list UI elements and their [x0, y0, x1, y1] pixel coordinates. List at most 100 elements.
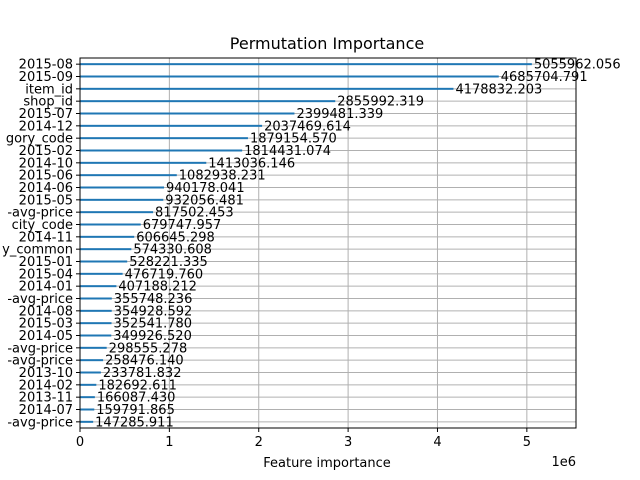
y-tick-label: 2013-10: [19, 366, 73, 381]
y-tick-label: 2015-02: [19, 144, 73, 159]
value-label: 1814431.074: [244, 144, 331, 159]
y-tick-label: item_id: [25, 82, 73, 97]
value-label: 298555.278: [109, 341, 188, 356]
bar: [80, 420, 94, 423]
value-label: 355748.236: [114, 292, 193, 307]
bar: [80, 408, 95, 411]
value-label: 2855992.319: [337, 95, 424, 110]
y-tick-label: -avg-price: [7, 354, 73, 369]
value-label: 932056.481: [165, 193, 244, 208]
bar: [80, 322, 112, 325]
y-tick-label: y_common: [2, 243, 73, 258]
value-label: 4178832.203: [455, 82, 542, 97]
y-tick-label: 2015-04: [19, 267, 73, 282]
bar: [80, 334, 112, 337]
y-tick-label: 2014-08: [19, 304, 73, 319]
bar: [80, 198, 164, 201]
value-label: 940178.041: [166, 181, 245, 196]
y-tick-label: 2014-10: [19, 156, 73, 171]
y-tick-label: 2014-05: [19, 329, 73, 344]
y-tick-label: 2013-11: [19, 391, 73, 406]
value-label: 4685704.791: [501, 70, 588, 85]
value-label: 1879154.570: [250, 132, 337, 147]
y-tick-label: 2015-03: [19, 317, 73, 332]
bar: [80, 235, 135, 238]
x-axis-ticks: 0 1 2 3 4 5: [76, 428, 531, 450]
value-label: 574330.608: [133, 243, 212, 258]
y-tick-label: -avg-price: [7, 341, 73, 356]
bar: [80, 161, 207, 164]
value-label: 258476.140: [105, 354, 184, 369]
y-tick-label: gory_code: [6, 132, 73, 147]
bar: [80, 87, 454, 90]
y-tick-label: 2014-01: [19, 280, 73, 295]
y-tick-label: 2014-12: [19, 119, 73, 134]
y-axis-ticks: 2015-082015-09item_idshop_id2015-072014-…: [2, 58, 80, 430]
y-tick-label: 2015-07: [19, 107, 73, 122]
y-tick-label: 2015-05: [19, 193, 73, 208]
value-label: 233781.832: [103, 366, 182, 381]
bar: [80, 124, 263, 127]
chart-title: Permutation Importance: [230, 34, 424, 53]
y-tick-label: -avg-price: [7, 206, 73, 221]
bar: [80, 186, 165, 189]
x-tick-label: 4: [433, 435, 441, 450]
y-tick-label: 2014-06: [19, 181, 73, 196]
bar: [80, 371, 101, 374]
x-tick-label: 0: [76, 435, 84, 450]
y-tick-label: 2015-06: [19, 169, 73, 184]
y-tick-label: -avg-price: [7, 415, 73, 430]
plot-frame: [79, 57, 577, 429]
value-label: 2399481.339: [296, 107, 383, 122]
y-tick-label: 2014-02: [19, 378, 73, 393]
bar: [80, 149, 243, 152]
x-axis-label: Feature importance: [263, 456, 391, 471]
y-tick-label: 2014-11: [19, 230, 73, 245]
value-label: 182692.611: [98, 378, 177, 393]
bar: [80, 174, 177, 177]
bar: [80, 309, 112, 312]
bar: [80, 63, 532, 66]
y-tick-label: -avg-price: [7, 292, 73, 307]
bars: [80, 63, 532, 423]
value-label: 528221.335: [129, 255, 208, 270]
bar: [80, 297, 112, 300]
y-tick-label: 2015-08: [19, 58, 73, 73]
bar: [80, 211, 154, 214]
x-tick-label: 5: [523, 435, 531, 450]
bar: [80, 383, 97, 386]
y-tick-label: 2015-09: [19, 70, 73, 85]
y-tick-label: shop_id: [23, 95, 73, 110]
bar: [80, 137, 248, 140]
value-label: 817502.453: [155, 206, 234, 221]
value-label: 354928.592: [114, 304, 193, 319]
value-label: 5055962.056: [534, 58, 621, 73]
y-tick-label: 2015-01: [19, 255, 73, 270]
bar: [80, 359, 104, 362]
value-label: 147285.911: [95, 415, 174, 430]
x-tick-label: 3: [344, 435, 352, 450]
value-label: 166087.430: [97, 391, 176, 406]
y-tick-label: city_code: [12, 218, 73, 233]
bar: [80, 396, 95, 399]
value-label: 606645.298: [136, 230, 215, 245]
x-axis-multiplier: 1e6: [551, 455, 576, 470]
value-label: 1413036.146: [208, 156, 295, 171]
x-tick-label: 1: [165, 435, 173, 450]
bar: [80, 272, 123, 275]
bar: [80, 75, 499, 78]
value-label: 407188.212: [118, 280, 197, 295]
bar: [80, 100, 336, 103]
bar: [80, 248, 132, 251]
value-label: 159791.865: [96, 403, 175, 418]
value-label: 476719.760: [125, 267, 204, 282]
bar: [80, 223, 141, 226]
value-label: 2037469.614: [264, 119, 351, 134]
value-label: 1082938.231: [179, 169, 266, 184]
bar: [80, 285, 117, 288]
x-tick-label: 2: [255, 435, 263, 450]
bar: [80, 112, 295, 115]
